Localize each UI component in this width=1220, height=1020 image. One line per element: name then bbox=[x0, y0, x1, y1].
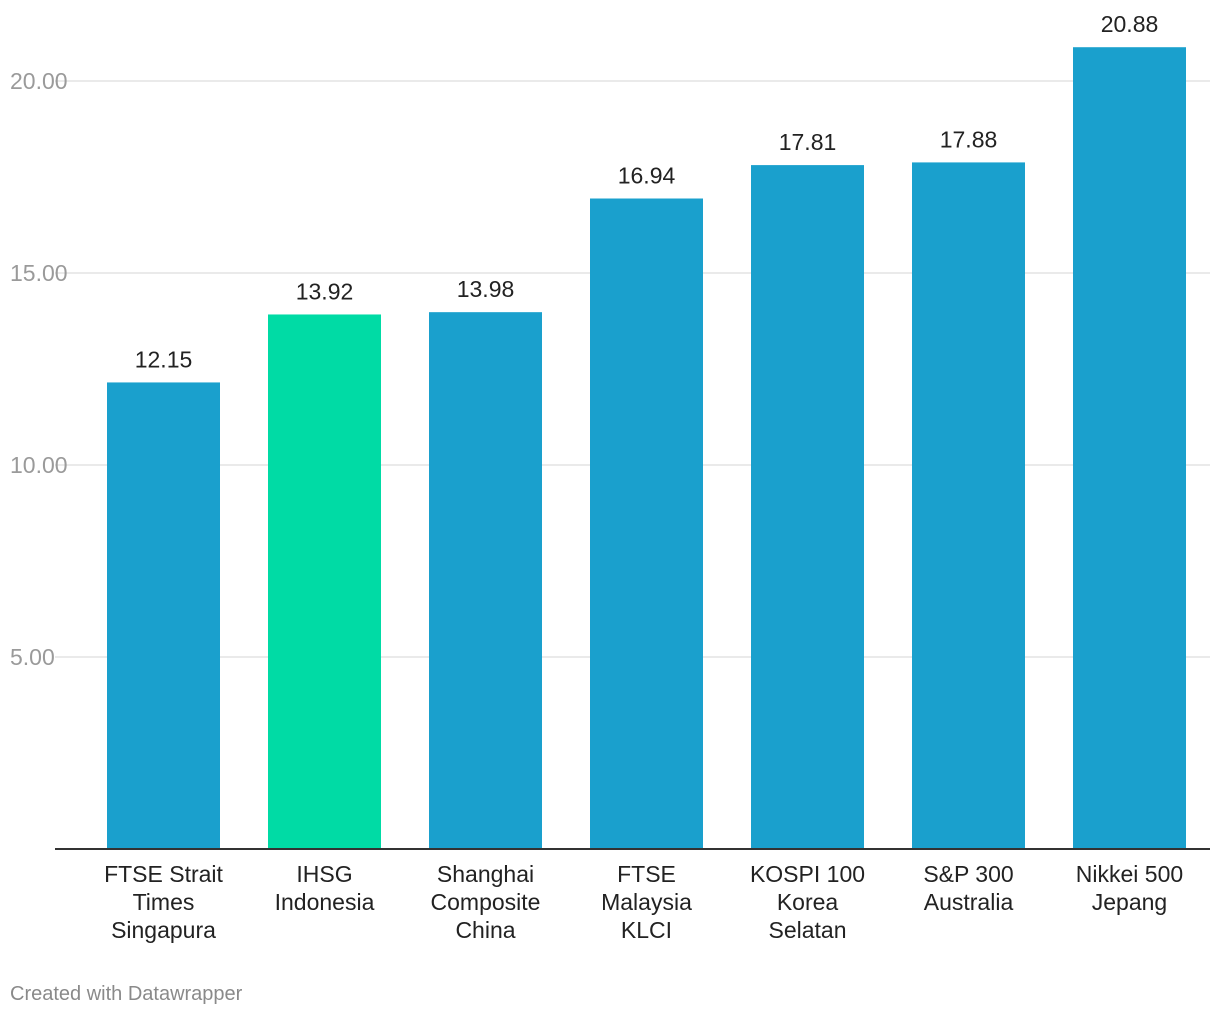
x-tick-label: S&P 300 Australia bbox=[923, 861, 1013, 915]
value-label: 13.98 bbox=[457, 276, 515, 302]
bar bbox=[268, 314, 381, 849]
credit-text: Created with Datawrapper bbox=[10, 983, 243, 1005]
y-tick-label: 5.00 bbox=[10, 644, 55, 670]
value-label: 13.92 bbox=[296, 278, 354, 304]
x-axis: FTSE Strait Times Singapura IHSG Indonesia Sh… bbox=[55, 848, 1210, 943]
value-label: 17.88 bbox=[940, 126, 998, 152]
bar bbox=[429, 312, 542, 850]
value-label: 20.88 bbox=[1101, 11, 1159, 37]
bar bbox=[1073, 47, 1186, 849]
x-tick-label: Shanghai Composite China bbox=[431, 861, 541, 943]
y-tick-label: 10.00 bbox=[10, 452, 68, 478]
y-tick-label: 20.00 bbox=[10, 68, 68, 94]
value-labels: 12.15 13.92 13.98 16.94 17.81 17.88 20.88 bbox=[135, 11, 1159, 372]
bar bbox=[590, 198, 703, 849]
x-tick-label: FTSE Strait Times Singapura bbox=[104, 861, 223, 943]
bars bbox=[107, 47, 1186, 850]
bar bbox=[751, 165, 864, 849]
y-tick-label: 15.00 bbox=[10, 260, 68, 286]
value-label: 16.94 bbox=[618, 163, 676, 189]
x-tick-label: FTSE Malaysia KLCI bbox=[601, 861, 692, 943]
bar bbox=[912, 162, 1025, 849]
x-tick-label: KOSPI 100 Korea Selatan bbox=[750, 861, 865, 943]
x-tick-label: IHSG Indonesia bbox=[275, 861, 375, 915]
x-tick-label: Nikkei 500 Jepang bbox=[1076, 861, 1183, 915]
y-axis: 5.00 10.00 15.00 20.00 bbox=[10, 68, 68, 670]
value-label: 12.15 bbox=[135, 346, 193, 372]
bar-chart: 5.00 10.00 15.00 20.00 12.15 13.92 13.98 16.94… bbox=[10, 11, 1210, 943]
value-label: 17.81 bbox=[779, 129, 837, 155]
bar bbox=[107, 382, 220, 849]
